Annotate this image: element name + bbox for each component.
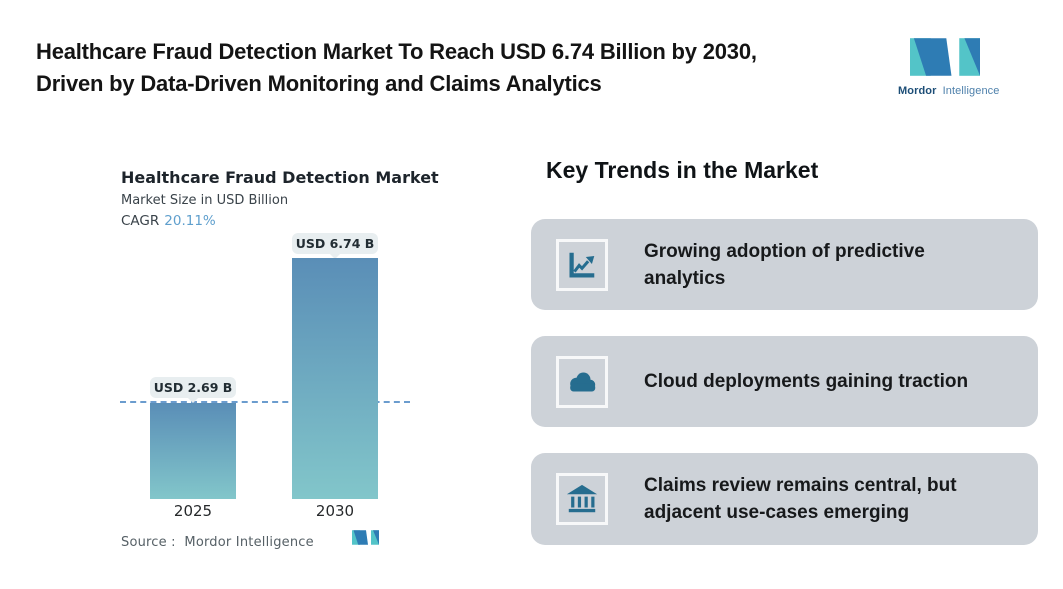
trend-card-cloud-deployments: Cloud deployments gaining traction: [531, 336, 1038, 427]
trend-text: Claims review remains central, but adjac…: [644, 475, 957, 523]
x-axis-label-2030: 2030: [315, 502, 355, 520]
brand-name-bold: Mordor: [898, 85, 937, 97]
mordor-logo-icon: [910, 38, 980, 76]
icon-frame: [556, 355, 608, 408]
trend-card-claims-review: Claims review remains central, but adjac…: [531, 453, 1038, 545]
trend-text: Growing adoption of predictive analytics: [644, 240, 925, 289]
chart-subtitle: Market Size in USD Billion: [121, 193, 289, 208]
data-label-2030: USD 6.74 B: [292, 233, 378, 259]
chart-cagr: CAGR 20.11%: [121, 213, 216, 229]
trends-heading: Key Trends in the Market: [546, 157, 819, 183]
data-label-pointer: [329, 253, 341, 259]
reference-dashed-line: [120, 401, 410, 403]
icon-frame: [556, 473, 608, 525]
page-title: Healthcare Fraud Detection Market To Rea…: [36, 36, 896, 100]
brand-name-light: Intelligence: [942, 85, 1000, 97]
data-label-pointer: [187, 397, 199, 403]
x-axis-label-2025: 2025: [173, 502, 213, 520]
cagr-label: CAGR: [121, 213, 160, 229]
cagr-value: 20.11%: [164, 213, 216, 229]
brand-logo: Mordor Intelligence: [898, 33, 1018, 97]
bar-2025: [150, 403, 236, 499]
data-label-2030-text: USD 6.74 B: [295, 236, 375, 251]
brand-wordmark: Mordor Intelligence: [898, 85, 1018, 97]
source-note: Source : Mordor Intelligence: [121, 535, 314, 550]
page-title-line2: Driven by Data-Driven Monitoring and Cla…: [36, 71, 602, 96]
cloud-icon: [570, 372, 596, 391]
icon-frame: [556, 238, 608, 291]
trend-text: Cloud deployments gaining traction: [644, 371, 969, 392]
mordor-logo-small-icon: [352, 530, 379, 545]
data-label-2025: USD 2.69 B: [150, 377, 236, 403]
page-title-line1: Healthcare Fraud Detection Market To Rea…: [36, 39, 757, 64]
chart-title: Healthcare Fraud Detection Market: [121, 168, 439, 187]
data-label-2025-text: USD 2.69 B: [153, 380, 233, 395]
bank-icon: [566, 484, 598, 513]
line-chart-icon: [569, 252, 595, 278]
trend-card-predictive-analytics: Growing adoption of predictive analytics: [531, 219, 1038, 310]
bar-2030: [292, 258, 378, 499]
